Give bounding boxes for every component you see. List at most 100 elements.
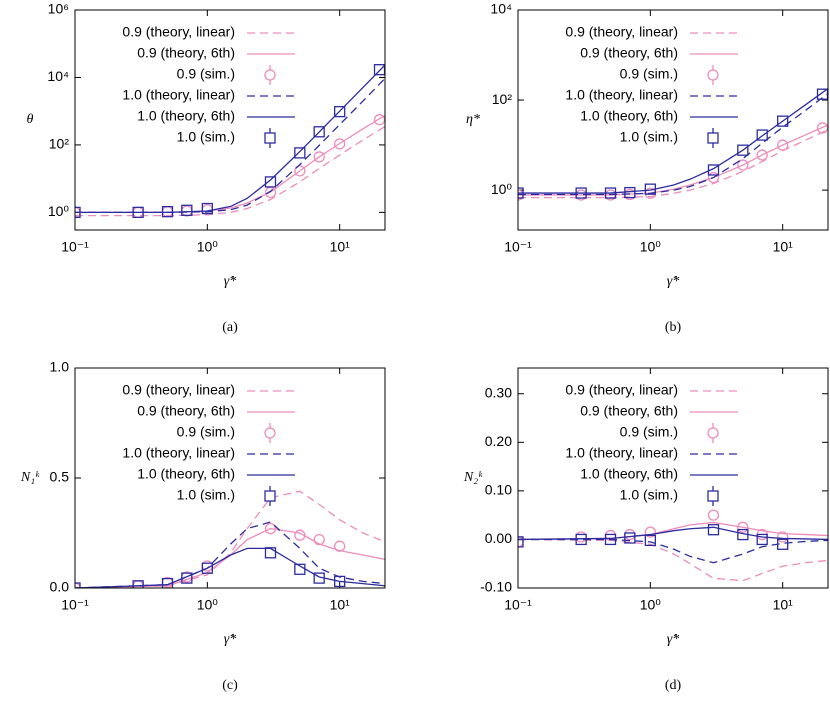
- sim-point: [373, 114, 385, 126]
- sim-point: [161, 577, 174, 588]
- y-tick-label: 10²: [49, 136, 70, 152]
- legend-label: 0.9 (theory, linear): [565, 24, 678, 40]
- plot-area: [518, 509, 828, 582]
- sim-point: [756, 149, 768, 161]
- sim-point: [644, 183, 656, 195]
- y-tick-label: 10²: [492, 91, 513, 107]
- sim-point: [294, 563, 306, 575]
- axes-frame: [517, 367, 829, 589]
- sim-point: [737, 144, 749, 156]
- sim-point: [604, 187, 617, 199]
- sim-point: [264, 547, 277, 559]
- legend-label: 0.9 (sim.): [177, 66, 235, 82]
- sim-point: [294, 529, 306, 541]
- x-axis-label: γ̇*: [667, 632, 680, 647]
- legend-swatch: [707, 132, 719, 144]
- sim-point: [264, 522, 277, 535]
- y-tick-label: 0.5: [50, 469, 70, 485]
- curve: [75, 490, 385, 588]
- y-tick-label: 10⁴: [47, 68, 69, 84]
- x-axis-label: γ̇*: [667, 274, 680, 289]
- sim-point: [201, 562, 213, 574]
- legend-label: 1.0 (theory, 6th): [137, 108, 235, 124]
- legend-label: 0.9 (sim.): [620, 424, 678, 440]
- curve: [518, 538, 828, 582]
- sim-point: [313, 151, 325, 163]
- curve: [75, 547, 385, 588]
- legend-label: 1.0 (theory, linear): [565, 445, 678, 461]
- x-tick-label: 10⁻¹: [504, 597, 532, 613]
- y-tick-label: 0.0: [50, 579, 70, 595]
- axes-frame: [74, 9, 386, 231]
- sim-point: [313, 572, 325, 584]
- legend-label: 0.9 (theory, 6th): [580, 45, 678, 61]
- legend-swatch: [707, 490, 719, 502]
- sim-point: [294, 147, 306, 159]
- sim-point: [777, 139, 789, 151]
- sim-point: [132, 580, 144, 588]
- legend-label: 1.0 (sim.): [177, 487, 235, 503]
- sim-point: [777, 115, 789, 127]
- y-tick-label: 0.00: [485, 530, 512, 546]
- sim-point: [604, 533, 617, 546]
- caption: (a): [222, 320, 238, 335]
- y-tick-label: 0.30: [485, 384, 512, 400]
- x-tick-label: 10⁰: [197, 597, 219, 613]
- sim-point: [777, 531, 789, 543]
- legend-swatch: [707, 69, 719, 81]
- sim-point: [756, 533, 768, 546]
- curve: [518, 92, 828, 196]
- legend-swatch: [707, 427, 719, 439]
- sim-point: [294, 165, 306, 177]
- sim-point: [624, 532, 636, 544]
- legend-label: 0.9 (theory, linear): [122, 382, 235, 398]
- sim-point: [737, 521, 749, 533]
- y-tick-label: 10⁰: [491, 181, 513, 197]
- axes-frame: [74, 367, 386, 589]
- legend-label: 1.0 (theory, linear): [122, 445, 235, 461]
- axes-frame: [517, 9, 829, 231]
- x-axis-label: γ̇*: [224, 632, 237, 647]
- legend-label: 0.9 (sim.): [620, 66, 678, 82]
- sim-point: [707, 524, 720, 536]
- x-tick-label: 10⁰: [640, 597, 662, 613]
- legend-label: 0.9 (theory, linear): [565, 382, 678, 398]
- legend-label: 1.0 (theory, 6th): [137, 466, 235, 482]
- curve: [75, 527, 385, 588]
- x-axis-label: γ̇*: [224, 274, 237, 289]
- y-axis-label: N₂ᵏ: [463, 470, 483, 485]
- y-tick-label: 0.10: [485, 482, 512, 498]
- sim-point: [575, 531, 587, 543]
- legend-swatch: [264, 69, 276, 81]
- curve: [518, 526, 828, 541]
- legend-swatch: [264, 490, 276, 502]
- y-tick-label: -0.10: [480, 579, 512, 595]
- x-tick-label: 10¹: [330, 597, 351, 613]
- legend-label: 1.0 (sim.): [177, 129, 235, 145]
- caption: (c): [222, 678, 238, 693]
- x-tick-label: 10⁰: [197, 239, 219, 255]
- sim-point: [777, 538, 789, 550]
- y-tick-label: 1.0: [50, 359, 70, 375]
- curve: [75, 64, 385, 214]
- x-tick-label: 10⁰: [640, 239, 662, 255]
- legend-swatch: [264, 427, 276, 439]
- sim-point: [313, 126, 325, 138]
- sim-point: [756, 129, 768, 141]
- legend-label: 1.0 (sim.): [620, 129, 678, 145]
- sim-point: [737, 159, 749, 171]
- caption: (b): [665, 320, 682, 335]
- curve: [518, 538, 828, 564]
- legend-label: 0.9 (theory, 6th): [137, 403, 235, 419]
- x-tick-label: 10⁻¹: [61, 597, 89, 613]
- y-tick-label: 10⁶: [48, 1, 69, 17]
- legend-label: 1.0 (theory, 6th): [580, 108, 678, 124]
- curve: [75, 126, 385, 217]
- y-axis-label: η*: [466, 112, 480, 127]
- sim-point: [132, 206, 144, 219]
- sim-point: [575, 533, 587, 546]
- y-axis-label: θ: [27, 112, 34, 127]
- sim-point: [707, 171, 720, 184]
- x-tick-label: 10¹: [330, 239, 351, 255]
- sim-point: [518, 187, 524, 199]
